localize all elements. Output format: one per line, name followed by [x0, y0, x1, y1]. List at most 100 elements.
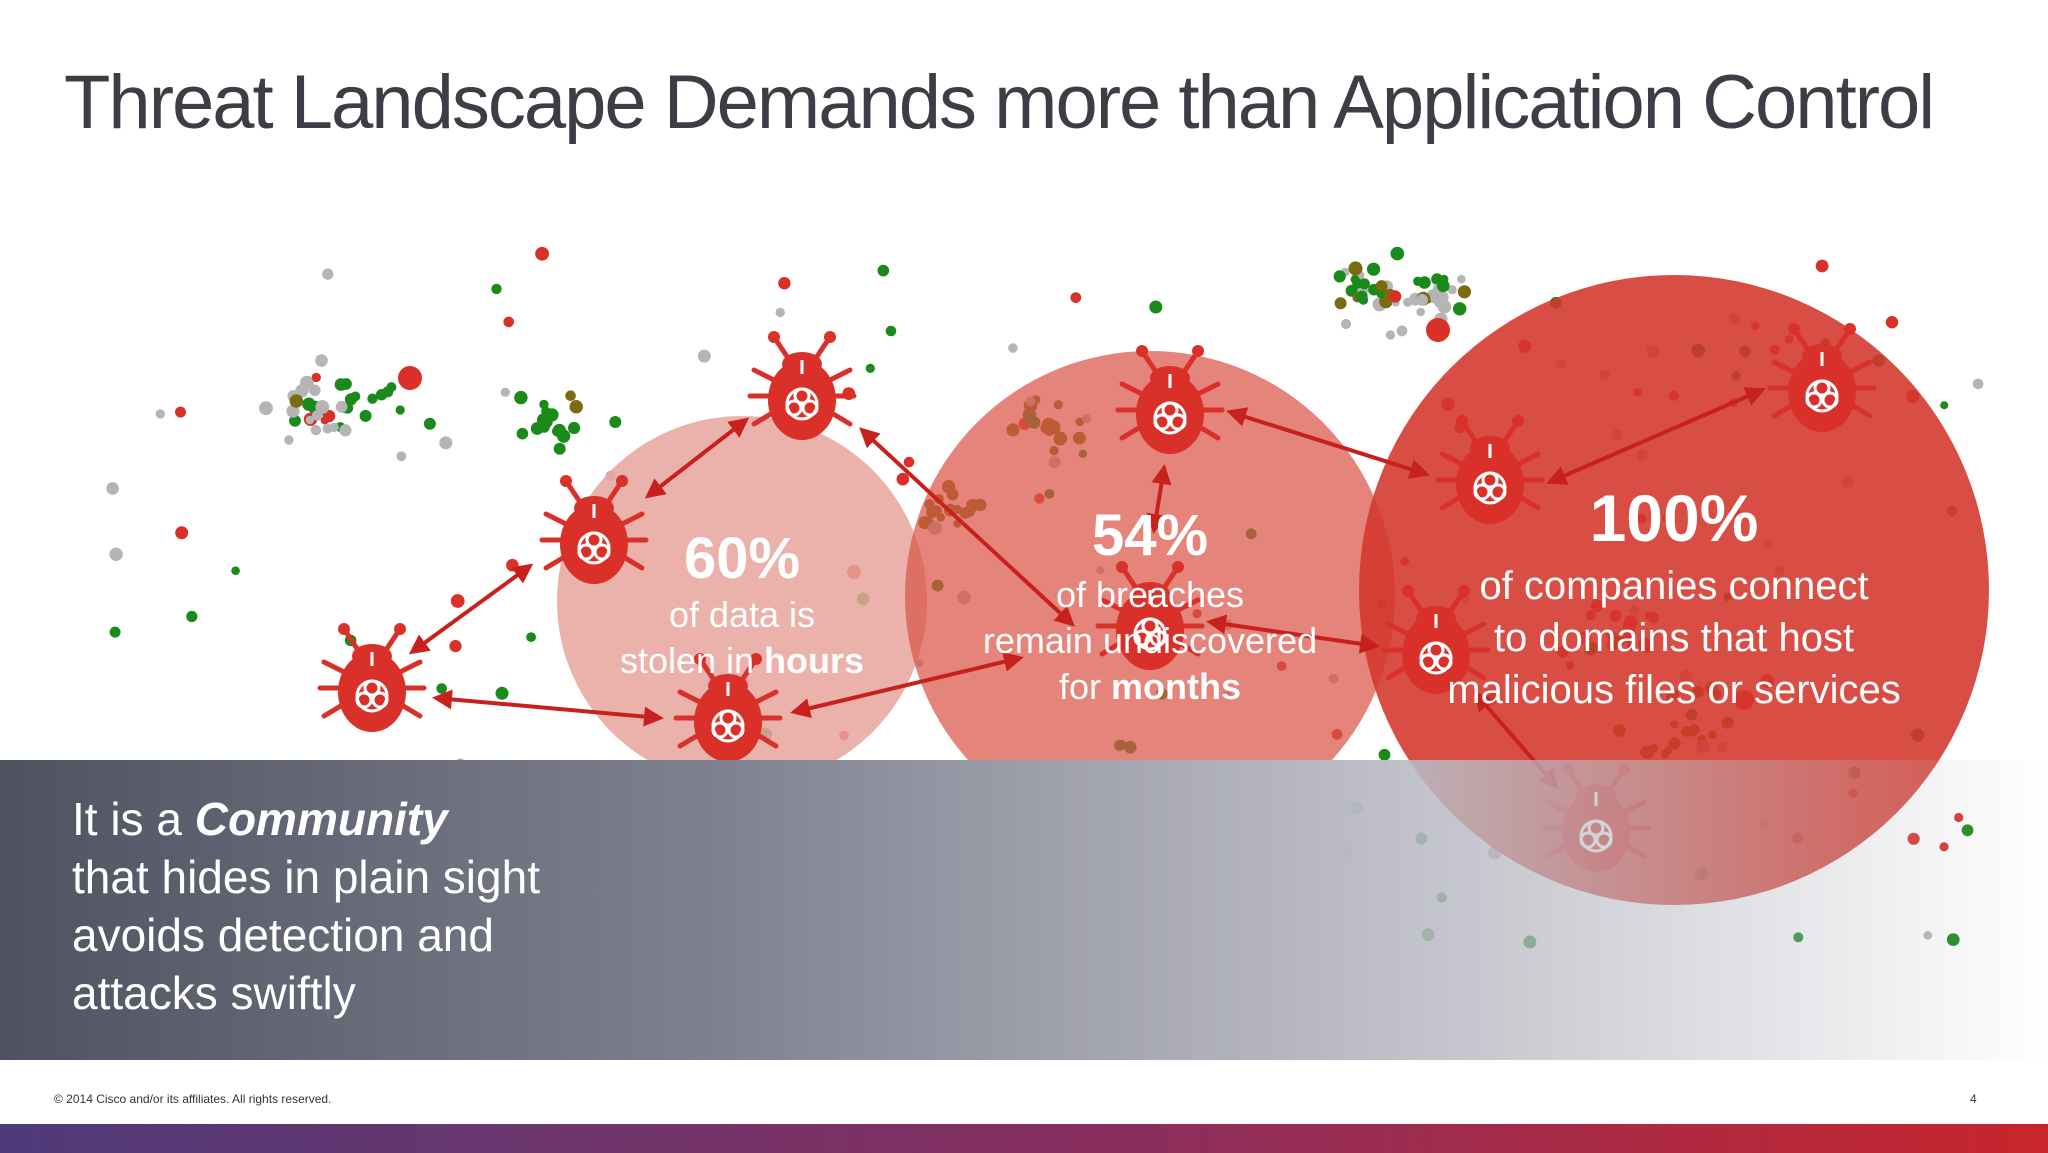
bug-icon — [320, 623, 424, 732]
message-line1-bold: Community — [194, 793, 448, 845]
network-dot — [535, 246, 549, 261]
network-dot — [1940, 401, 1949, 410]
network-dot — [1447, 285, 1457, 295]
network-dot — [553, 442, 566, 455]
message-line4: attacks swiftly — [72, 967, 356, 1019]
network-dot — [1416, 294, 1428, 306]
stat-54-line3: for — [1058, 666, 1111, 707]
network-dot — [1436, 279, 1450, 293]
network-dot — [186, 610, 198, 623]
network-dot — [536, 413, 551, 427]
message-line1-prefix: It is a — [72, 793, 195, 845]
network-dot — [175, 406, 186, 418]
network-dot — [439, 436, 453, 450]
network-dot — [1149, 300, 1163, 314]
network-dot — [310, 424, 322, 436]
network-dot — [175, 526, 189, 540]
network-dot — [289, 394, 304, 408]
network-dot — [449, 640, 462, 653]
network-dot — [775, 307, 785, 318]
network-dot — [350, 391, 361, 402]
network-dot — [896, 472, 910, 486]
stat-100-line2: to domains that host — [1493, 616, 1855, 660]
copyright-notice: © 2014 Cisco and/or its affiliates. All … — [54, 1092, 332, 1106]
stat-100-line1: of companies connect — [1479, 564, 1869, 608]
network-dot — [284, 435, 294, 445]
network-dot — [311, 372, 321, 383]
network-dot — [1333, 270, 1346, 283]
stat-60-value: 60% — [683, 526, 801, 591]
network-dot — [398, 366, 422, 390]
network-dot — [609, 416, 622, 428]
network-dot — [109, 626, 121, 638]
network-dot — [423, 417, 436, 430]
slide-title: Threat Landscape Demands more than Appli… — [64, 60, 1935, 145]
network-dot — [311, 410, 323, 421]
network-dot — [503, 316, 514, 328]
network-dot — [359, 409, 372, 422]
network-dot — [109, 547, 123, 561]
network-dot — [495, 686, 509, 700]
network-dot — [877, 264, 890, 277]
network-dot — [289, 414, 301, 427]
network-dot — [315, 354, 328, 367]
network-dot — [1972, 378, 1984, 390]
network-dot — [569, 400, 583, 414]
network-dot — [1348, 261, 1363, 276]
network-dot — [697, 349, 711, 363]
stat-100-line3: malicious files or services — [1447, 668, 1901, 712]
network-dot — [1453, 302, 1467, 316]
network-dot — [1008, 343, 1018, 353]
network-dot — [506, 558, 519, 572]
network-dot — [322, 268, 334, 280]
network-dot — [500, 387, 510, 397]
network-dot — [1375, 280, 1388, 292]
network-dot — [1390, 246, 1405, 261]
network-dot — [1367, 262, 1381, 276]
brand-gradient-bar — [0, 1124, 2048, 1153]
network-dot — [1358, 278, 1370, 290]
network-dot — [1378, 748, 1391, 761]
network-dot — [231, 566, 240, 575]
connection-arrows — [408, 387, 1766, 790]
network-dot — [1334, 297, 1347, 310]
stat-54-bold: months — [1111, 666, 1241, 707]
network-dot — [1815, 259, 1829, 273]
network-dot — [450, 594, 465, 608]
stat-60-bold: hours — [764, 640, 865, 681]
network-dot — [305, 415, 315, 425]
network-dot — [516, 427, 529, 440]
message-line2: that hides in plain sight — [72, 851, 540, 903]
stat-100: 100% of companies connect to domains tha… — [1404, 476, 1944, 716]
network-dot — [320, 416, 329, 425]
message-line3: avoids detection and — [72, 909, 494, 961]
network-dot — [340, 378, 352, 390]
network-dot — [367, 393, 378, 404]
network-dot — [1457, 274, 1466, 284]
stat-60-line2: stolen in — [619, 640, 765, 681]
network-dot — [903, 456, 915, 468]
network-dot — [1434, 297, 1445, 309]
network-dot — [335, 400, 348, 413]
network-dot — [1340, 318, 1352, 330]
network-dot — [514, 390, 528, 405]
network-dot — [557, 429, 571, 443]
stat-54-line1: of breaches — [1055, 574, 1245, 615]
network-dot — [539, 399, 549, 410]
stat-60-line1: of data is — [668, 594, 816, 635]
network-dot — [106, 482, 119, 495]
network-dot — [436, 683, 448, 694]
network-dot — [1457, 285, 1471, 299]
network-dot — [778, 277, 791, 290]
network-dot — [865, 363, 875, 373]
network-dot — [286, 404, 300, 418]
network-dot — [568, 421, 581, 435]
community-message: It is a Community that hides in plain si… — [72, 790, 540, 1022]
network-dot — [300, 375, 314, 390]
network-dot — [1070, 292, 1082, 303]
network-dot — [1385, 330, 1396, 340]
message-band — [0, 760, 2048, 1060]
network-dot — [885, 325, 897, 337]
